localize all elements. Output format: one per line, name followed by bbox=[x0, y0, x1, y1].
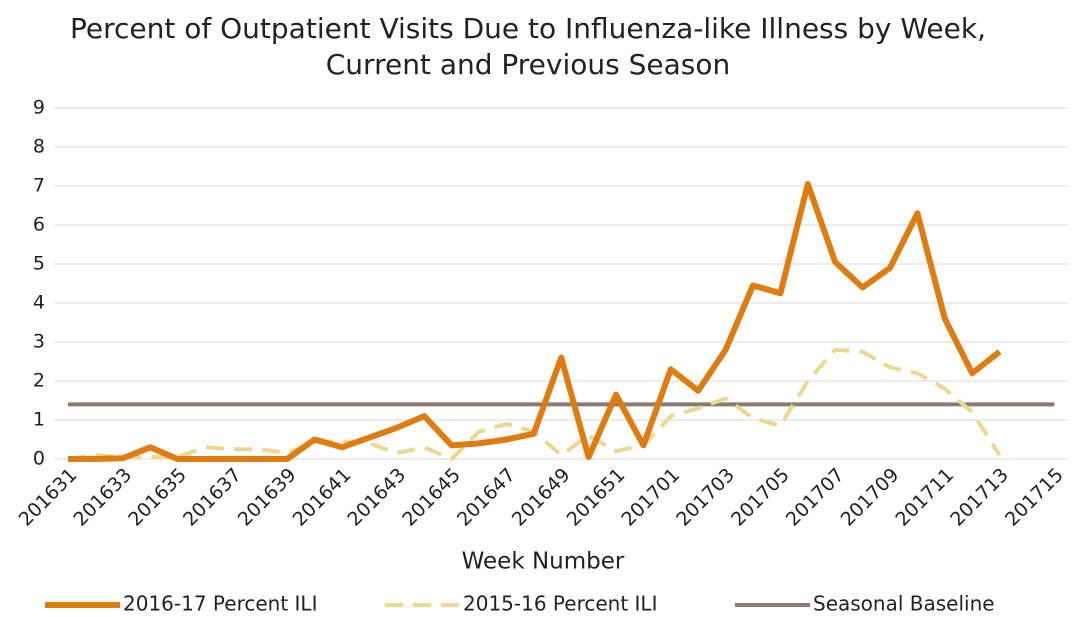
x-tick-label: 201647 bbox=[453, 464, 520, 531]
x-tick-label: 201641 bbox=[289, 464, 356, 531]
y-tick-label: 2 bbox=[33, 370, 45, 392]
x-tick-label: 201701 bbox=[617, 464, 684, 531]
chart-title: Current and Previous Season bbox=[326, 48, 731, 81]
chart-title: Percent of Outpatient Visits Due to Infl… bbox=[70, 12, 986, 45]
x-tick-label: 201637 bbox=[179, 464, 246, 531]
y-tick-label: 1 bbox=[33, 409, 45, 431]
x-tick-label: 201633 bbox=[69, 464, 136, 531]
x-tick-label: 201649 bbox=[508, 464, 575, 531]
y-tick-label: 8 bbox=[33, 136, 45, 158]
y-tick-label: 3 bbox=[33, 331, 45, 353]
x-tick-label: 201645 bbox=[398, 464, 465, 531]
x-tick-label: 201705 bbox=[727, 464, 794, 531]
y-tick-label: 4 bbox=[33, 292, 45, 314]
y-tick-label: 0 bbox=[33, 448, 45, 470]
x-tick-label: 201643 bbox=[343, 464, 410, 531]
x-tick-label: 201707 bbox=[782, 464, 849, 531]
x-tick-label: 201703 bbox=[672, 464, 739, 531]
y-tick-label: 7 bbox=[33, 175, 45, 197]
x-tick-label: 201639 bbox=[234, 464, 301, 531]
legend-label: 2016-17 Percent ILI bbox=[123, 592, 317, 616]
x-tick-label: 201709 bbox=[837, 464, 904, 531]
x-tick-label: 201713 bbox=[946, 464, 1013, 531]
y-tick-label: 6 bbox=[33, 214, 45, 236]
legend-label: 2015-16 Percent ILI bbox=[463, 592, 657, 616]
x-axis-label: Week Number bbox=[462, 549, 625, 575]
legend-label: Seasonal Baseline bbox=[813, 592, 995, 616]
x-tick-label: 201651 bbox=[563, 464, 630, 531]
y-tick-label: 9 bbox=[33, 97, 45, 119]
x-tick-label: 201635 bbox=[124, 464, 191, 531]
series-line bbox=[68, 181, 1002, 462]
x-tick-label: 201711 bbox=[891, 464, 958, 531]
x-tick-label: 201631 bbox=[15, 464, 82, 531]
y-tick-label: 5 bbox=[33, 253, 45, 275]
x-tick-label: 201715 bbox=[1001, 464, 1068, 531]
